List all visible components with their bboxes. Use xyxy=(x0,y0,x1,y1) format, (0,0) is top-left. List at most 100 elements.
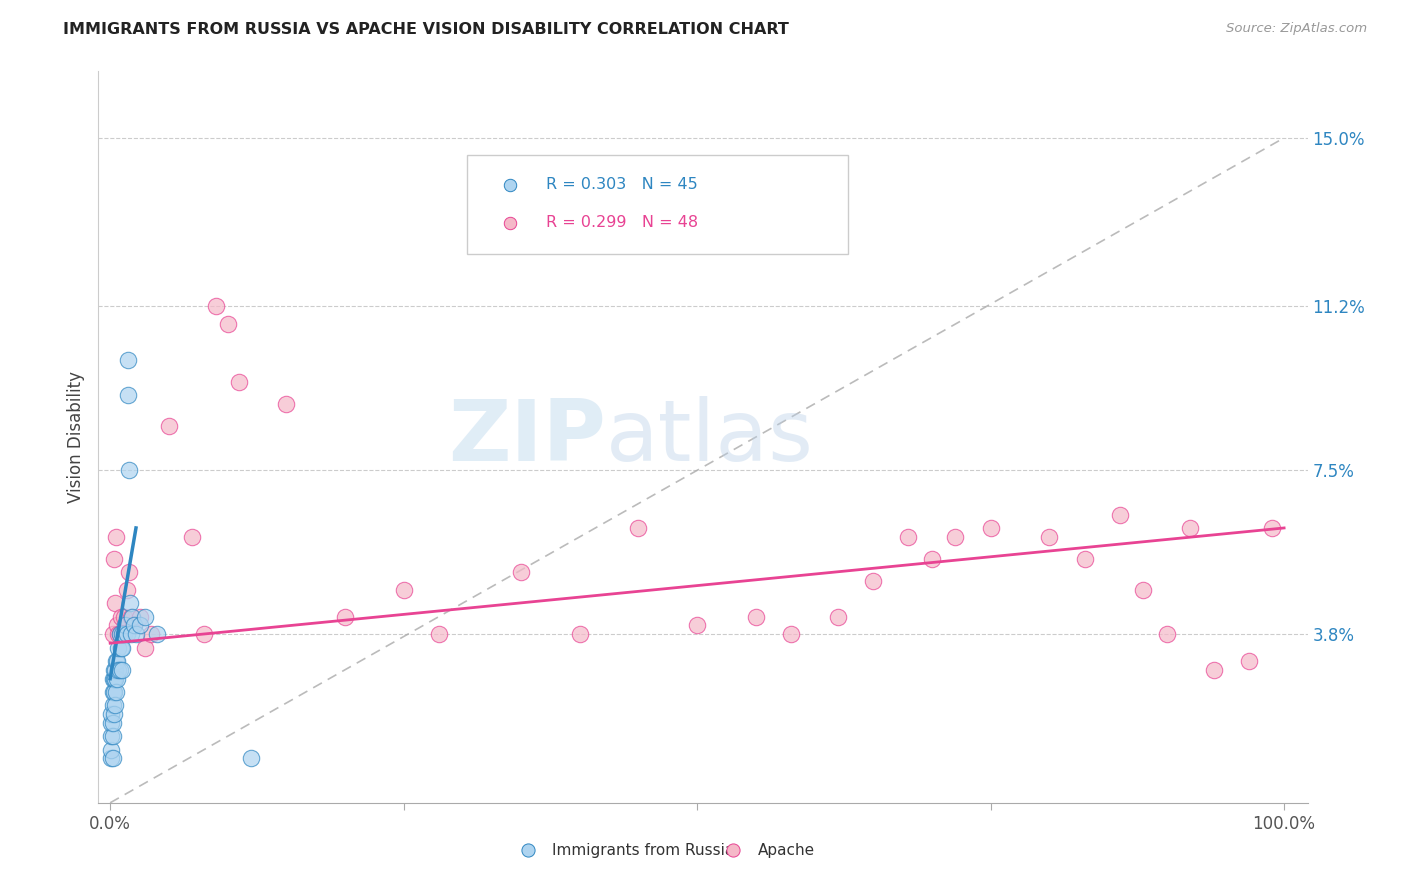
Point xyxy=(104,672,127,686)
Point xyxy=(125,627,148,641)
Point xyxy=(333,609,356,624)
Point xyxy=(141,627,163,641)
Point xyxy=(105,685,128,699)
Point xyxy=(104,596,127,610)
Point xyxy=(1156,627,1178,641)
Point xyxy=(115,627,138,641)
Point xyxy=(111,627,134,641)
Point xyxy=(1073,552,1095,566)
Point xyxy=(104,698,127,713)
Point xyxy=(115,582,138,597)
Point xyxy=(120,609,142,624)
Point xyxy=(114,618,136,632)
Point xyxy=(897,530,920,544)
Point xyxy=(780,627,803,641)
Point xyxy=(118,463,141,477)
Point xyxy=(627,521,650,535)
Point xyxy=(101,698,124,713)
Point xyxy=(101,627,124,641)
Point xyxy=(827,609,849,624)
Point xyxy=(108,663,131,677)
Text: Apache: Apache xyxy=(758,843,814,858)
Point xyxy=(101,685,124,699)
Point xyxy=(134,609,156,624)
Point xyxy=(110,609,132,624)
Point xyxy=(100,707,122,722)
Point xyxy=(103,672,125,686)
Point xyxy=(204,299,226,313)
Point xyxy=(980,521,1002,535)
Point xyxy=(108,627,131,641)
Point xyxy=(112,609,135,624)
Point xyxy=(392,582,415,597)
Text: ZIP: ZIP xyxy=(449,395,606,479)
Point xyxy=(100,716,122,731)
Point xyxy=(121,609,143,624)
Point xyxy=(745,609,768,624)
Text: Source: ZipAtlas.com: Source: ZipAtlas.com xyxy=(1226,22,1367,36)
Point xyxy=(686,618,709,632)
Point xyxy=(117,388,139,402)
Point xyxy=(276,397,298,411)
Point xyxy=(157,419,180,434)
Point xyxy=(217,317,239,331)
Text: Immigrants from Russia: Immigrants from Russia xyxy=(551,843,734,858)
Point xyxy=(105,618,128,632)
Point xyxy=(111,627,134,641)
Point xyxy=(510,566,533,580)
Point xyxy=(111,663,134,677)
Point xyxy=(181,530,204,544)
Text: R = 0.303   N = 45: R = 0.303 N = 45 xyxy=(546,178,697,193)
Point xyxy=(105,672,128,686)
Point xyxy=(240,751,263,765)
Point xyxy=(1261,521,1284,535)
Point xyxy=(101,716,124,731)
Point xyxy=(120,627,142,641)
Point xyxy=(105,654,128,668)
Point xyxy=(100,729,122,743)
Point xyxy=(1132,582,1154,597)
Point xyxy=(1180,521,1202,535)
Point xyxy=(107,640,129,655)
Point xyxy=(105,654,128,668)
Text: atlas: atlas xyxy=(606,395,814,479)
Point xyxy=(100,751,122,765)
Text: R = 0.299   N = 48: R = 0.299 N = 48 xyxy=(546,215,697,230)
Point xyxy=(427,627,450,641)
Point xyxy=(1108,508,1130,522)
Point xyxy=(111,640,134,655)
Point xyxy=(103,685,125,699)
FancyBboxPatch shape xyxy=(467,155,848,254)
Point xyxy=(120,596,142,610)
Point xyxy=(101,751,124,765)
Point xyxy=(107,663,129,677)
Point xyxy=(112,627,135,641)
Point xyxy=(1202,663,1225,677)
Text: IMMIGRANTS FROM RUSSIA VS APACHE VISION DISABILITY CORRELATION CHART: IMMIGRANTS FROM RUSSIA VS APACHE VISION … xyxy=(63,22,789,37)
Point xyxy=(103,552,125,566)
Point xyxy=(1038,530,1060,544)
Point xyxy=(118,566,141,580)
Point xyxy=(108,627,131,641)
Point xyxy=(128,609,150,624)
Point xyxy=(122,618,145,632)
Point xyxy=(117,352,139,367)
Point xyxy=(110,640,132,655)
Point xyxy=(228,375,250,389)
Point xyxy=(134,640,156,655)
Point xyxy=(146,627,169,641)
Point xyxy=(107,627,129,641)
Point xyxy=(103,663,125,677)
Point xyxy=(568,627,591,641)
Point xyxy=(100,742,122,756)
Point xyxy=(101,729,124,743)
Point xyxy=(945,530,967,544)
Point xyxy=(122,618,145,632)
Point xyxy=(862,574,884,589)
Point xyxy=(105,530,128,544)
Point xyxy=(1237,654,1260,668)
Point xyxy=(103,707,125,722)
Point xyxy=(128,618,150,632)
Point xyxy=(104,663,127,677)
Point xyxy=(101,672,124,686)
